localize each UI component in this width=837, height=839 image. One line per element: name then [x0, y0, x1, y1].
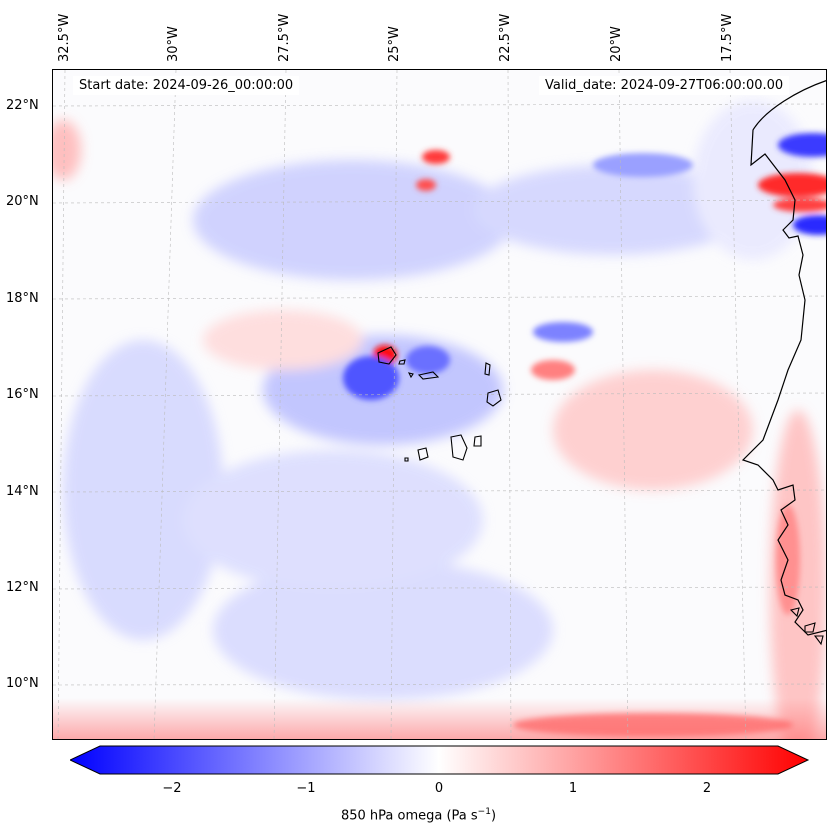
africa-coastline — [741, 80, 826, 636]
blue-region-northeast — [473, 165, 753, 255]
island-santiago — [450, 434, 468, 461]
island-sal — [484, 362, 491, 376]
updraft-cell-1 — [343, 356, 399, 400]
red-region-east — [553, 370, 753, 490]
colorbar-tick-1: 1 — [568, 781, 578, 796]
colorbar-bar — [70, 745, 810, 775]
map-panel[interactable] — [52, 69, 827, 740]
updraft-cell-3 — [533, 322, 593, 342]
colorbar-tick-0: 0 — [434, 781, 444, 796]
start-date-box: Start date: 2024-09-26_00:00:00 — [73, 76, 300, 95]
lon-label-27-5w: 27.5°W — [277, 13, 292, 62]
lon-label-20w: 20°W — [609, 26, 624, 62]
lat-label-12n: 12°N — [6, 580, 39, 595]
omega-blobs — [53, 100, 826, 739]
bissagos-islands — [789, 607, 824, 646]
lat-label-14n: 14°N — [6, 484, 39, 499]
downdraft-cell-3 — [416, 179, 436, 191]
lon-label-17-5w: 17.5°W — [720, 13, 735, 62]
island-sao-vicente — [398, 359, 406, 365]
downdraft-coast-2 — [773, 198, 826, 212]
blue-region-south — [213, 560, 553, 700]
colorbar-label: 850 hPa omega (Pa s−1) — [0, 807, 837, 823]
lat-label-16n: 16°N — [6, 387, 39, 402]
lat-label-20n: 20°N — [6, 194, 39, 209]
blue-region-west — [63, 340, 223, 640]
blue-region-mid — [183, 450, 483, 590]
red-region-nw — [53, 120, 81, 180]
lon-label-22-5w: 22.5°W — [498, 13, 513, 62]
blue-region-north — [193, 160, 513, 280]
colorbar-tick-neg2: −2 — [162, 781, 182, 796]
updraft-cell-4 — [593, 153, 693, 177]
updraft-coast-1 — [778, 133, 826, 157]
downdraft-coast-1 — [758, 173, 826, 197]
omega-field-map — [53, 70, 826, 739]
downdraft-cell-2 — [422, 150, 450, 164]
red-region-west — [203, 310, 363, 370]
lat-label-10n: 10°N — [6, 676, 39, 691]
lon-label-25w: 25°W — [387, 26, 402, 62]
island-sao-nicolau — [417, 371, 440, 380]
south-boundary-peak — [513, 713, 793, 737]
updraft-coast-2 — [793, 215, 826, 235]
colorbar-label-suffix: ) — [490, 808, 497, 824]
updraft-cell-2 — [406, 346, 450, 374]
colorbar — [70, 745, 810, 775]
island-maio — [473, 435, 482, 447]
lon-label-32-5w: 32.5°W — [57, 13, 72, 62]
island-brava — [404, 457, 409, 462]
lat-label-22n: 22°N — [6, 98, 39, 113]
colorbar-tick-2: 2 — [702, 781, 712, 796]
cape-verde-islands — [377, 346, 502, 462]
colorbar-label-prefix: 850 hPa omega (Pa s — [340, 808, 478, 824]
gridlines — [53, 70, 826, 739]
lon-label-30w: 30°W — [166, 26, 181, 62]
colorbar-tick-neg1: −1 — [296, 781, 316, 796]
island-fogo — [417, 447, 429, 461]
valid-date-box: Valid_date: 2024-09-27T06:00:00.00 — [539, 76, 790, 95]
downdraft-cell-4 — [531, 360, 575, 380]
island-boa-vista — [486, 389, 502, 407]
island-santo-antao — [377, 346, 397, 365]
colorbar-label-exp: −1 — [477, 807, 491, 817]
lat-label-18n: 18°N — [6, 291, 39, 306]
island-rasa — [407, 372, 414, 379]
